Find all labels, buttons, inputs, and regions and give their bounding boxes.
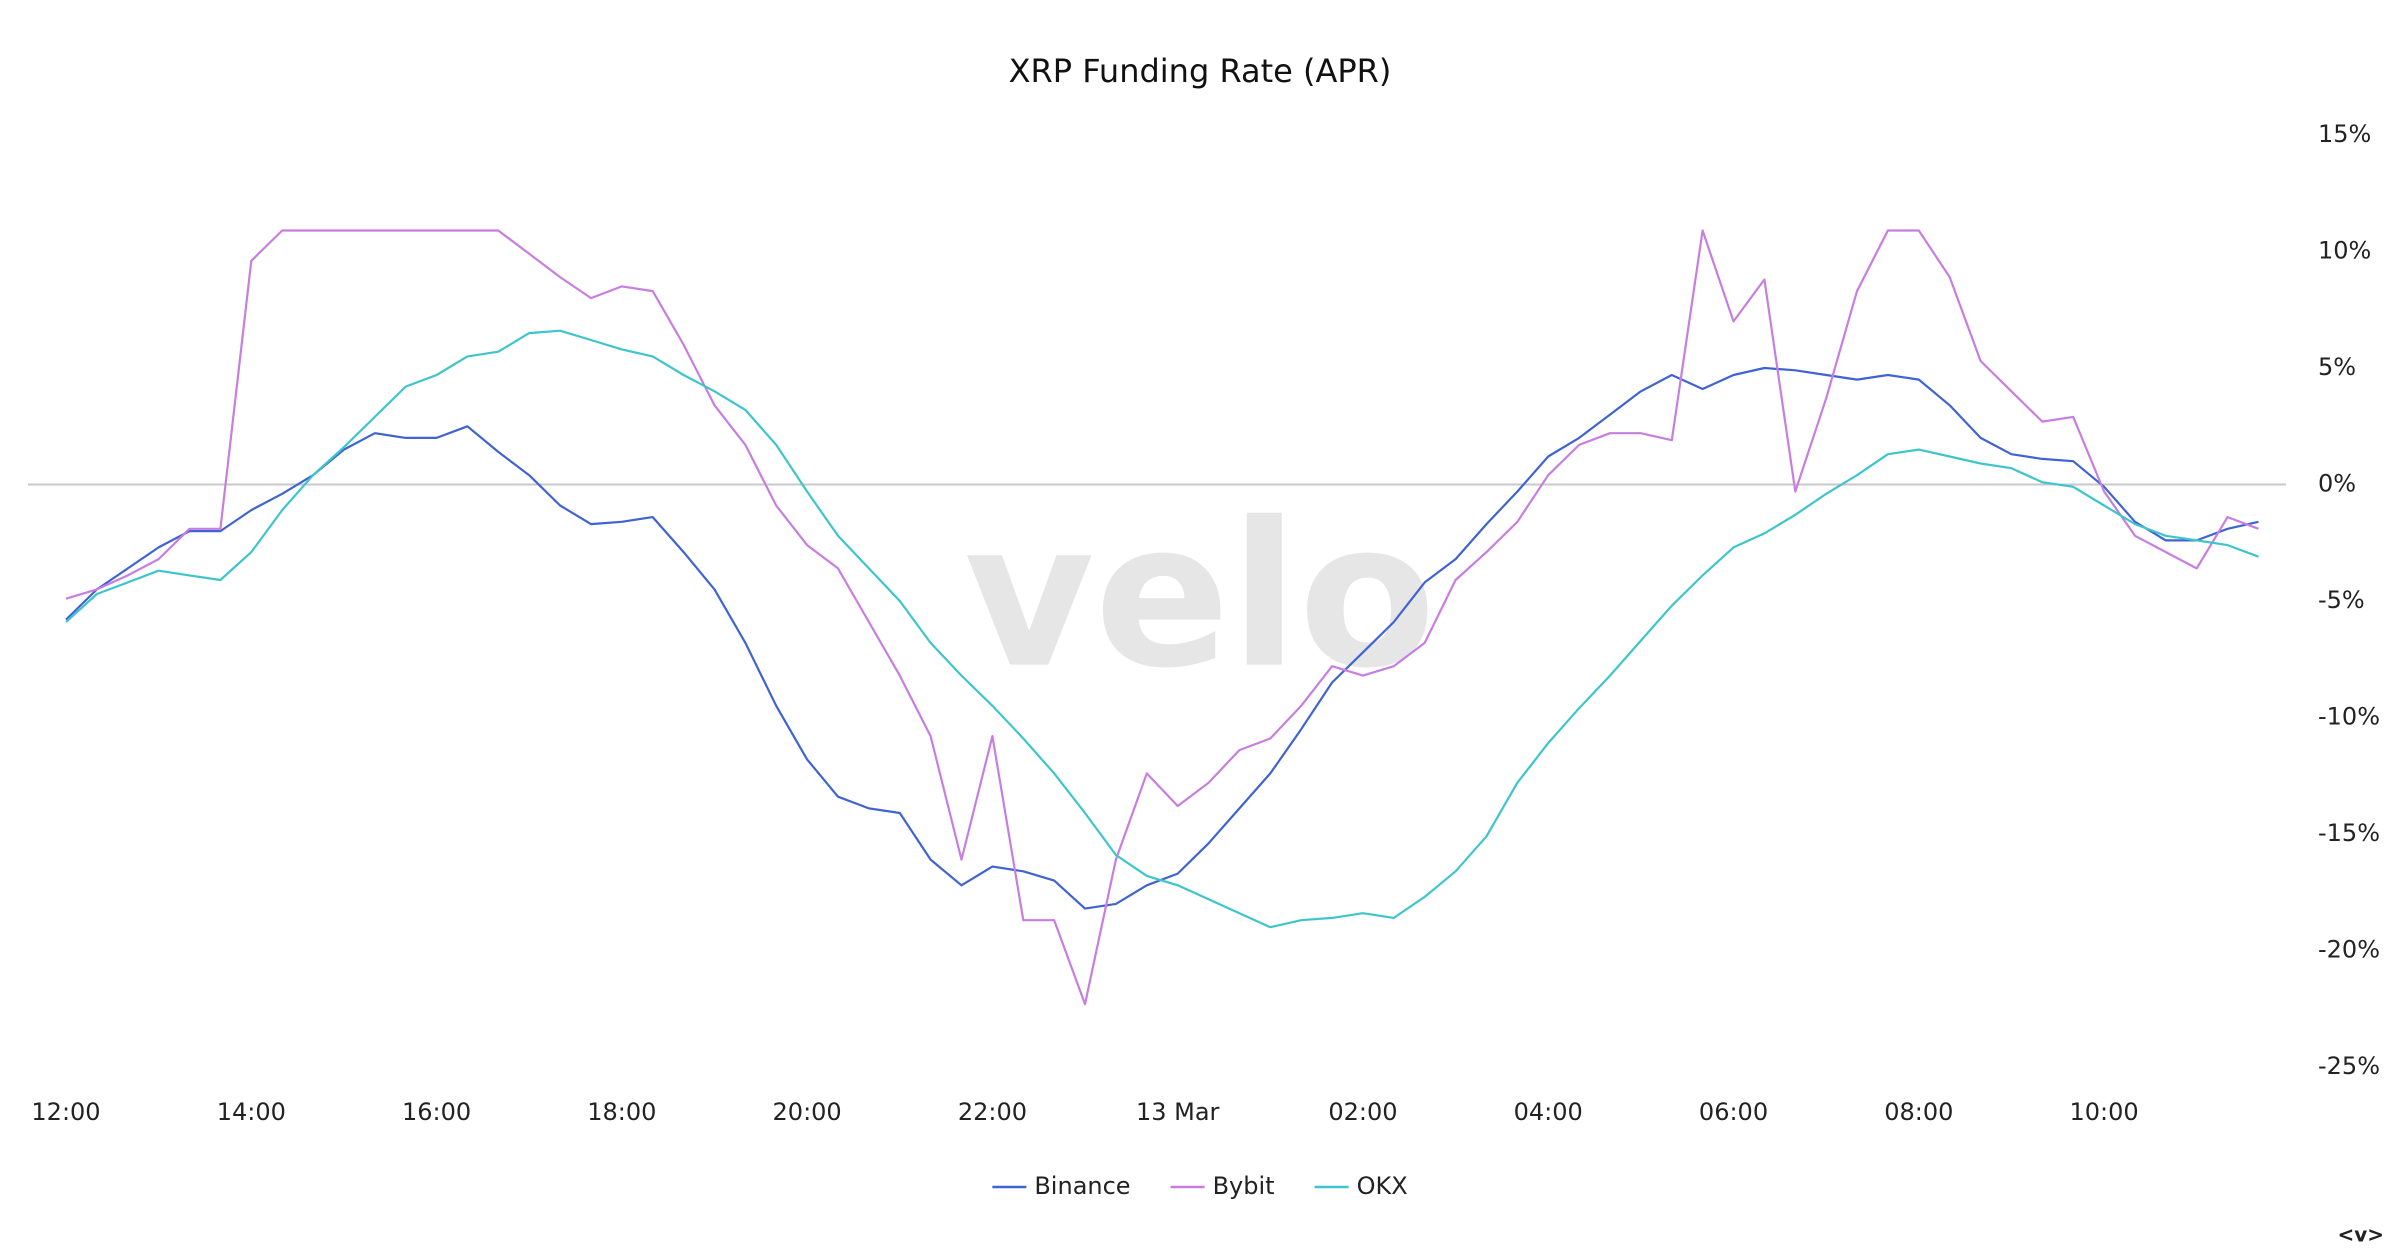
series-line [65,329,2259,929]
x-tick-label: 08:00 [1884,1098,1953,1126]
x-tick-label: 12:00 [31,1098,100,1126]
x-tick-label: 18:00 [587,1098,656,1126]
y-tick-label: 0% [2318,470,2356,498]
y-tick-label: 15% [2318,120,2371,148]
series-line [65,366,2259,910]
x-tick-label: 20:00 [773,1098,842,1126]
x-tick-label: 16:00 [402,1098,471,1126]
watermark: velo [964,480,1436,713]
series-line [65,229,2259,1006]
y-tick-label: -10% [2318,703,2380,731]
legend-label: Bybit [1213,1172,1275,1200]
y-tick-label: 10% [2318,237,2371,265]
x-tick-label: 22:00 [958,1098,1027,1126]
y-tick-label: -15% [2318,819,2380,847]
legend-label: Binance [1034,1172,1130,1200]
x-tick-label: 04:00 [1514,1098,1583,1126]
y-tick-label: -5% [2318,586,2365,614]
x-tick-label: 13 Mar [1136,1098,1220,1126]
x-tick-label: 06:00 [1699,1098,1768,1126]
y-tick-label: -25% [2318,1052,2380,1080]
x-tick-label: 10:00 [2069,1098,2138,1126]
corner-label: <v> [2337,1223,2384,1247]
chart-title: XRP Funding Rate (APR) [1009,52,1392,90]
y-tick-label: 5% [2318,353,2356,381]
legend-label: OKX [1357,1172,1408,1200]
x-tick-label: 02:00 [1328,1098,1397,1126]
y-tick-label: -20% [2318,936,2380,964]
x-tick-label: 14:00 [217,1098,286,1126]
